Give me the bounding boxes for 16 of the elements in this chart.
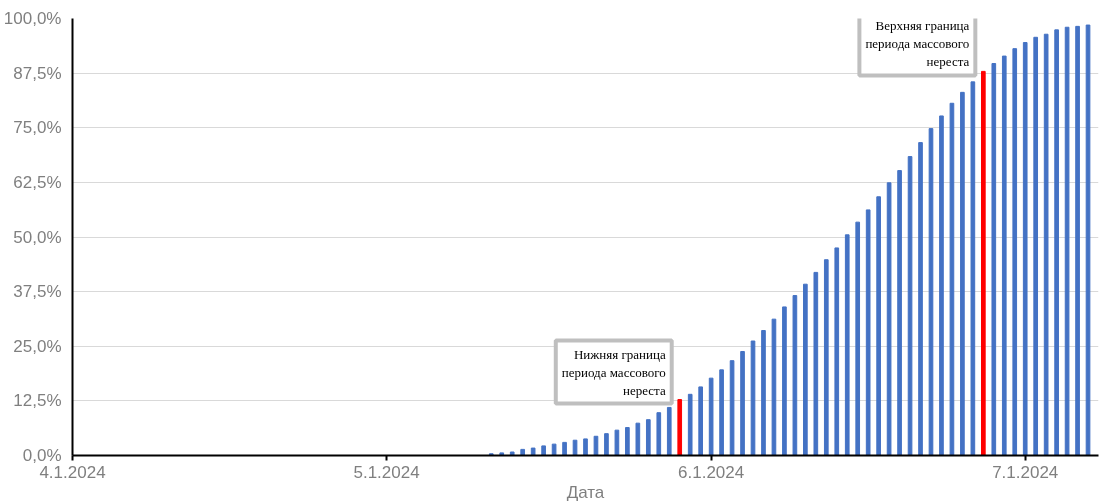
y-tick-label: 100,0%	[3, 9, 62, 28]
y-tick-label: 25,0%	[13, 336, 62, 356]
y-tick-label: 0,0%	[22, 446, 62, 465]
x-tick-label: 4.1.2024	[39, 462, 106, 482]
y-tick-label: 75,0%	[13, 118, 62, 138]
annotation: Верхняя граница периода массового нереста	[865, 18, 970, 70]
x-axis-title: Дата	[566, 482, 605, 502]
y-tick-label: 87,5%	[13, 63, 62, 83]
y-tick-label: 37,5%	[13, 282, 62, 302]
y-tick-label: 62,5%	[13, 172, 62, 192]
x-tick-label: 7.1.2024	[992, 462, 1059, 482]
x-tick-label: 5.1.2024	[353, 462, 420, 482]
y-tick-label: 12,5%	[13, 391, 62, 411]
y-tick-label: 50,0%	[13, 227, 62, 247]
x-tick-label: 6.1.2024	[678, 462, 745, 482]
annotation: Нижняя граница периода массового нереста	[561, 346, 666, 398]
